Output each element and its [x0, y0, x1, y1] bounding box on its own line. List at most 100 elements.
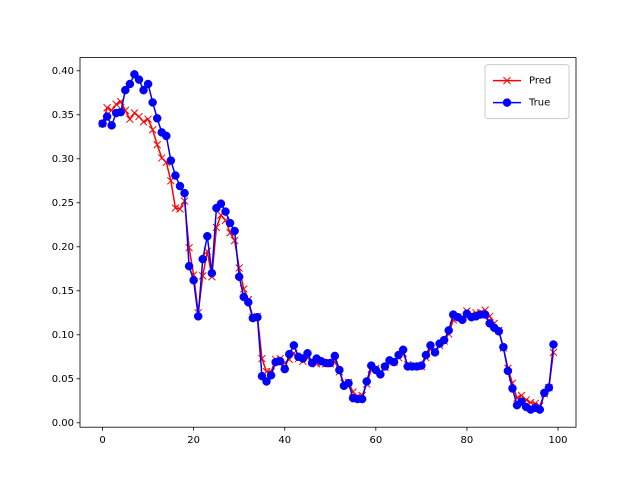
- point: [303, 349, 312, 358]
- point: [326, 358, 335, 368]
- point: [289, 341, 299, 350]
- legend-marker: [502, 98, 512, 107]
- point: [221, 207, 230, 216]
- point: [344, 378, 353, 388]
- point: [362, 377, 371, 386]
- point: [439, 335, 449, 345]
- point: [107, 121, 116, 130]
- x-tick-label: 40: [278, 435, 291, 446]
- point: [225, 218, 235, 228]
- point: [421, 350, 431, 360]
- y-tick-label: 0.05: [52, 374, 74, 385]
- point: [193, 312, 203, 321]
- point: [203, 231, 212, 241]
- point: [116, 107, 126, 117]
- legend-marker: [503, 76, 511, 85]
- point: [508, 384, 517, 393]
- plot-frame: [79, 57, 577, 428]
- point: [389, 357, 399, 367]
- point: [280, 364, 289, 374]
- point: [503, 366, 513, 376]
- point: [430, 348, 440, 357]
- point: [275, 356, 285, 366]
- point: [207, 268, 217, 278]
- legend-label: True: [528, 98, 550, 109]
- point: [235, 264, 244, 272]
- point: [258, 354, 266, 363]
- point: [417, 361, 426, 370]
- point: [98, 119, 107, 128]
- point: [180, 188, 189, 198]
- y-tick-label: 0.30: [52, 154, 74, 165]
- x-tick-label: 60: [369, 435, 382, 446]
- point: [444, 326, 453, 335]
- point: [102, 112, 112, 121]
- point: [244, 297, 253, 307]
- point: [330, 351, 340, 361]
- point: [112, 100, 121, 109]
- point: [185, 243, 193, 252]
- point: [134, 75, 144, 84]
- point: [143, 79, 153, 89]
- point: [162, 131, 171, 141]
- point: [549, 340, 558, 349]
- point: [230, 226, 239, 236]
- point: [335, 365, 344, 375]
- point: [458, 315, 467, 325]
- point: [184, 261, 194, 271]
- y-tick-label: 0.35: [52, 110, 74, 121]
- point: [234, 272, 244, 281]
- point: [266, 371, 276, 380]
- point: [544, 383, 554, 392]
- y-tick-label: 0.00: [52, 418, 74, 429]
- point: [189, 275, 198, 285]
- point: [480, 310, 490, 319]
- y-tick-label: 0.20: [52, 242, 74, 253]
- point: [103, 103, 111, 112]
- point: [176, 205, 184, 213]
- y-tick-label: 0.10: [52, 330, 74, 341]
- point: [175, 181, 185, 191]
- legend-box: [484, 64, 570, 120]
- point: [535, 405, 545, 414]
- point: [198, 254, 207, 264]
- point: [125, 79, 135, 89]
- point: [139, 117, 148, 126]
- point: [499, 342, 508, 352]
- point: [153, 140, 162, 149]
- point: [380, 362, 390, 371]
- point: [285, 349, 294, 359]
- point: [171, 171, 180, 180]
- point: [262, 377, 271, 386]
- point: [166, 156, 176, 165]
- point: [494, 327, 504, 336]
- point: [398, 345, 408, 355]
- point: [148, 125, 157, 134]
- point: [130, 109, 139, 117]
- x-tick-label: 100: [548, 435, 567, 446]
- point: [376, 370, 385, 379]
- point: [357, 394, 367, 404]
- point: [198, 271, 207, 280]
- y-tick-label: 0.15: [52, 286, 74, 297]
- point: [135, 112, 143, 121]
- point: [126, 115, 134, 124]
- point: [426, 341, 435, 350]
- point: [216, 199, 226, 208]
- legend-label: Pred: [529, 76, 551, 87]
- point: [144, 115, 152, 124]
- point: [549, 348, 558, 357]
- x-tick-label: 80: [461, 435, 474, 446]
- point: [171, 204, 180, 212]
- y-tick-label: 0.25: [52, 198, 74, 209]
- point: [152, 114, 162, 123]
- point: [148, 98, 157, 107]
- x-tick-label: 20: [187, 435, 200, 446]
- y-tick-label: 0.40: [52, 66, 74, 77]
- x-tick-label: 0: [99, 435, 105, 446]
- point: [253, 312, 262, 322]
- point: [212, 223, 221, 232]
- point: [230, 236, 239, 245]
- point: [139, 85, 148, 95]
